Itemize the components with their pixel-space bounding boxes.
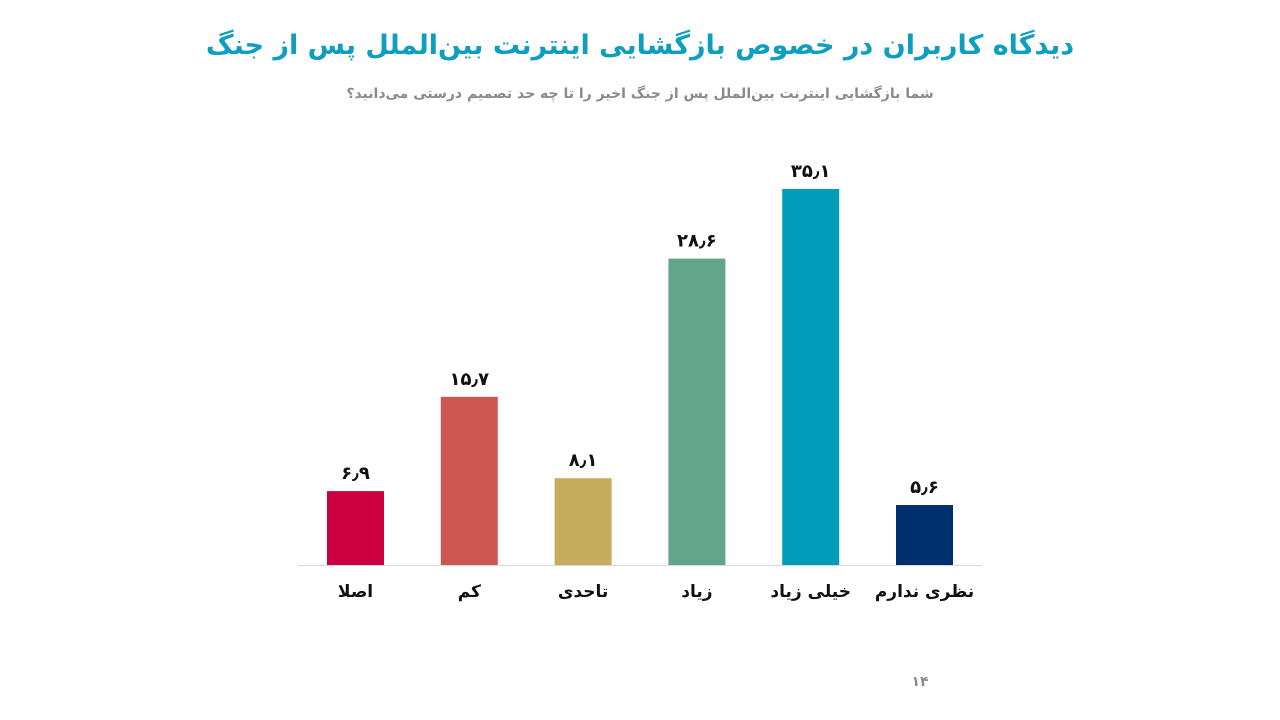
value-label-6: ۵٫۶ xyxy=(910,477,939,498)
category-label-6: نظری ندارم xyxy=(875,582,974,602)
value-labels-group: ۶٫۹ ۱۵٫۷ ۸٫۱ ۲۸٫۶ ۳۵٫۱ ۵٫۶ xyxy=(341,161,939,498)
chart-title: دیدگاه کاربران در خصوص بازگشایی اینترنت … xyxy=(205,30,1075,61)
category-label-3: تاحدی xyxy=(558,582,608,602)
category-label-4: زیاد xyxy=(681,582,712,602)
category-label-1: اصلا xyxy=(338,582,373,602)
page-number: ۱۴ xyxy=(911,674,929,690)
value-label-1: ۶٫۹ xyxy=(341,463,370,484)
bar-3 xyxy=(554,478,612,565)
category-labels-group: اصلا کم تاحدی زیاد خیلی زیاد نظری ندارم xyxy=(338,582,974,602)
chart-subtitle: شما بازگشایی اینترنت بین‌الملل پس از جنگ… xyxy=(346,86,934,102)
value-label-5: ۳۵٫۱ xyxy=(791,161,831,182)
category-label-2: کم xyxy=(458,582,481,602)
bar-1 xyxy=(327,491,384,565)
value-label-4: ۲۸٫۶ xyxy=(677,231,717,252)
value-label-3: ۸٫۱ xyxy=(569,450,598,471)
bar-4 xyxy=(668,258,726,565)
category-label-5: خیلی زیاد xyxy=(770,582,851,602)
value-label-2: ۱۵٫۷ xyxy=(449,369,489,390)
bar-2 xyxy=(440,396,498,565)
bar-5 xyxy=(782,189,840,565)
bars-group xyxy=(327,189,953,565)
bar-6 xyxy=(896,505,953,565)
